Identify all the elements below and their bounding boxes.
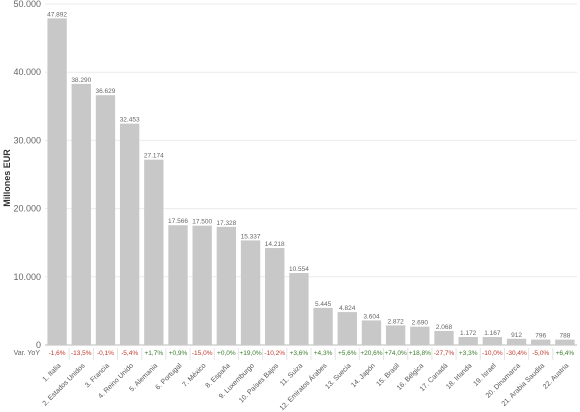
bar (95, 95, 116, 346)
var-yoy-label: +3,6% (290, 350, 309, 357)
data-label: 4.824 (339, 305, 356, 312)
x-tick-label: 2. Estados Unidos (42, 362, 87, 407)
bar (385, 325, 406, 345)
bar (458, 337, 478, 345)
var-yoy-label: +20,6% (360, 350, 382, 357)
var-yoy-label: -5,0% (532, 350, 549, 357)
x-tick-label: 18. Irlanda (445, 362, 473, 390)
bar (313, 307, 333, 345)
bar (506, 338, 527, 345)
bar (265, 248, 285, 345)
var-yoy-label: +19,0% (239, 350, 261, 357)
var-yoy-title: Var. YoY (14, 350, 41, 357)
data-label: 912 (511, 332, 522, 339)
var-yoy-label: -10,0% (482, 350, 503, 357)
data-label: 796 (535, 333, 546, 340)
var-yoy-label: +4,3% (314, 350, 333, 357)
data-label: 1.172 (460, 330, 477, 337)
y-tick-label: 10.000 (13, 272, 41, 282)
data-label: 17.500 (192, 219, 212, 226)
var-yoy-label: +0,0% (217, 350, 236, 357)
data-label: 2.068 (436, 324, 453, 331)
y-axis-title: Millones EUR (2, 149, 12, 207)
y-tick-label: 50.000 (13, 0, 41, 9)
var-yoy-label: -5,4% (121, 350, 138, 357)
var-yoy-label: +0,9% (169, 350, 188, 357)
bar (168, 225, 188, 345)
var-yoy-label: +5,6% (338, 350, 357, 357)
data-label: 2.690 (412, 320, 429, 327)
data-label: 32.453 (120, 117, 140, 124)
data-label: 17.566 (168, 218, 188, 225)
bar (555, 339, 575, 345)
bar (410, 326, 430, 345)
var-yoy-label: -13,5% (71, 350, 92, 357)
var-yoy-row: Var. YoY -1,6% -13,5% -0,1% -5,4% +1,7% +0,9%… (14, 348, 575, 360)
bar (144, 159, 164, 345)
bar (240, 240, 261, 345)
data-label: 5.445 (315, 301, 332, 308)
bar (289, 273, 309, 345)
data-label: 47.892 (47, 11, 67, 18)
value-labels: 47.892 38.290 36.629 32.453 27.174 17.566 17.5… (47, 11, 571, 339)
var-yoy-label: +6,4% (556, 350, 575, 357)
data-label: 1.167 (484, 330, 501, 337)
data-label: 15.337 (241, 233, 261, 240)
var-yoy-label: -15,0% (192, 350, 213, 357)
data-label: 10.554 (289, 266, 309, 273)
bar (71, 83, 91, 346)
x-tick-label: 11. Suiza (279, 362, 304, 387)
y-tick-label: 20.000 (13, 204, 41, 214)
bar (482, 337, 503, 345)
x-tick-label: 1. Italia (42, 362, 63, 383)
var-yoy-label: -27,7% (434, 350, 455, 357)
bar (47, 18, 67, 346)
y-axis: 0 10.000 20.000 30.000 40.000 50.000 (13, 0, 41, 350)
bar (434, 330, 454, 345)
y-tick-label: 30.000 (13, 135, 41, 145)
var-yoy-label: +1,7% (145, 350, 164, 357)
data-label: 17.328 (216, 220, 236, 227)
var-yoy-label: -30,4% (506, 350, 527, 357)
data-label: 36.629 (96, 88, 116, 95)
x-tick-label: 13. Suecia (324, 362, 352, 390)
bar (361, 320, 382, 345)
var-yoy-label: +18,8% (409, 350, 431, 357)
var-yoy-label: -10,2% (264, 350, 285, 357)
y-tick-label: 40.000 (13, 67, 41, 77)
data-label: 38.290 (71, 77, 91, 84)
var-yoy-label: +3,3% (459, 350, 478, 357)
var-yoy-label: -1,6% (49, 350, 66, 357)
bars (47, 18, 575, 346)
data-label: 2.872 (387, 318, 404, 325)
y-tick-label: 0 (36, 340, 41, 350)
x-tick-label: 22. Austria (542, 362, 570, 390)
x-tick-label: 21. Arabia Saudita (501, 362, 546, 407)
data-label: 788 (559, 333, 570, 340)
var-yoy-label: +74,0% (385, 350, 407, 357)
bar (216, 226, 237, 345)
bar (531, 339, 551, 345)
bar (192, 225, 212, 345)
x-tick-label: 6. Portugal (155, 362, 184, 391)
data-label: 27.174 (144, 153, 164, 160)
var-yoy-label: -0,1% (97, 350, 114, 357)
bar (119, 123, 140, 346)
bar (337, 312, 357, 345)
data-label: 14.218 (265, 241, 285, 248)
data-label: 3.604 (363, 313, 380, 320)
x-tick-label: 14. Japón (350, 362, 377, 389)
